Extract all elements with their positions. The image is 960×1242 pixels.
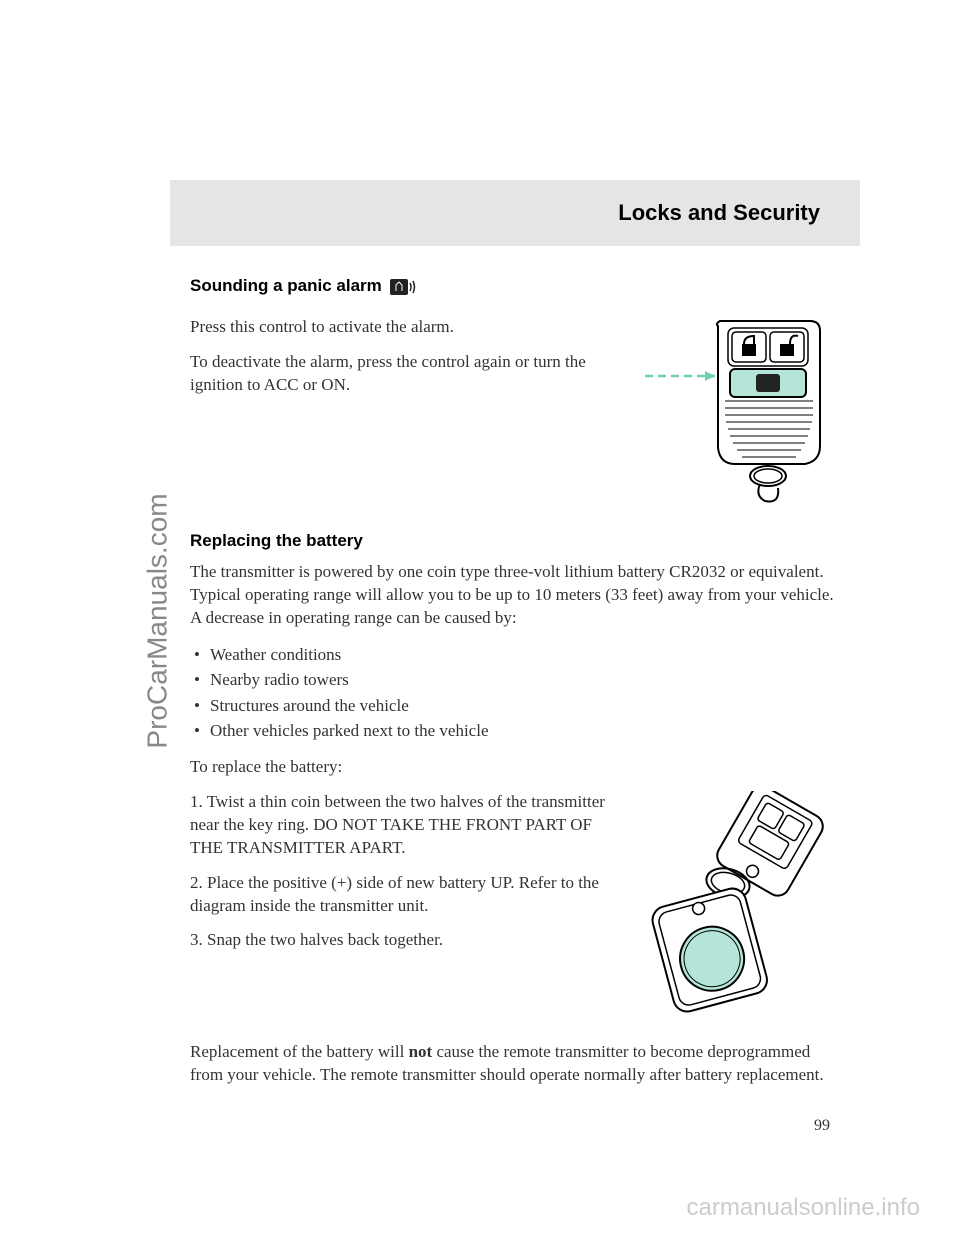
footer-pre: Replacement of the battery will	[190, 1042, 409, 1061]
page-number: 99	[190, 1117, 830, 1135]
remote-illustration	[640, 316, 840, 506]
replace-intro: To replace the battery:	[190, 756, 840, 779]
header-bar: Locks and Security	[170, 180, 860, 246]
bullet-2: Nearby radio towers	[190, 667, 840, 693]
section-battery: Replacing the battery The transmitter is…	[190, 531, 840, 1087]
section-heading-battery: Replacing the battery	[190, 531, 840, 551]
battery-intro: The transmitter is powered by one coin t…	[190, 561, 840, 630]
footer-bold: not	[409, 1042, 433, 1061]
alarm-row: Press this control to activate the alarm…	[190, 316, 840, 511]
step-3: 3. Snap the two halves back together.	[190, 929, 620, 952]
page-title: Locks and Security	[618, 200, 820, 225]
content-area: Locks and Security Sounding a panic alar…	[190, 0, 840, 1135]
battery-row: 1. Twist a thin coin between the two hal…	[190, 791, 840, 1021]
watermark-bottom: carmanualsonline.info	[687, 1194, 920, 1222]
bullet-4: Other vehicles parked next to the vehicl…	[190, 718, 840, 744]
alarm-icon	[386, 278, 420, 295]
bullet-3: Structures around the vehicle	[190, 693, 840, 719]
battery-image-col	[640, 791, 840, 1021]
bullet-1: Weather conditions	[190, 642, 840, 668]
section-heading-alarm: Sounding a panic alarm	[190, 276, 382, 296]
battery-illustration	[640, 791, 840, 1016]
watermark-left: ProCarManuals.com	[142, 493, 174, 748]
alarm-para2: To deactivate the alarm, press the contr…	[190, 351, 620, 397]
page-container: ProCarManuals.com carmanualsonline.info …	[0, 0, 960, 1242]
battery-bullets: Weather conditions Nearby radio towers S…	[190, 642, 840, 744]
section-panic-alarm: Sounding a panic alarm Press this contro…	[190, 276, 840, 511]
alarm-image-col	[640, 316, 840, 511]
alarm-para1: Press this control to activate the alarm…	[190, 316, 620, 339]
step-2: 2. Place the positive (+) side of new ba…	[190, 872, 620, 918]
alarm-text-col: Press this control to activate the alarm…	[190, 316, 620, 511]
battery-footer: Replacement of the battery will not caus…	[190, 1041, 840, 1087]
step-1: 1. Twist a thin coin between the two hal…	[190, 791, 620, 860]
battery-text-col: 1. Twist a thin coin between the two hal…	[190, 791, 620, 1021]
